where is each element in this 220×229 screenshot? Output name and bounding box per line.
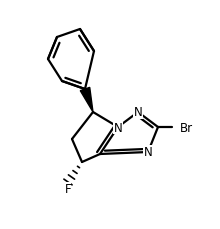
- Text: N: N: [144, 146, 152, 159]
- Text: Br: Br: [180, 121, 193, 134]
- Text: N: N: [114, 121, 122, 134]
- Polygon shape: [80, 88, 93, 112]
- Text: N: N: [134, 106, 142, 119]
- Text: F: F: [65, 182, 71, 195]
